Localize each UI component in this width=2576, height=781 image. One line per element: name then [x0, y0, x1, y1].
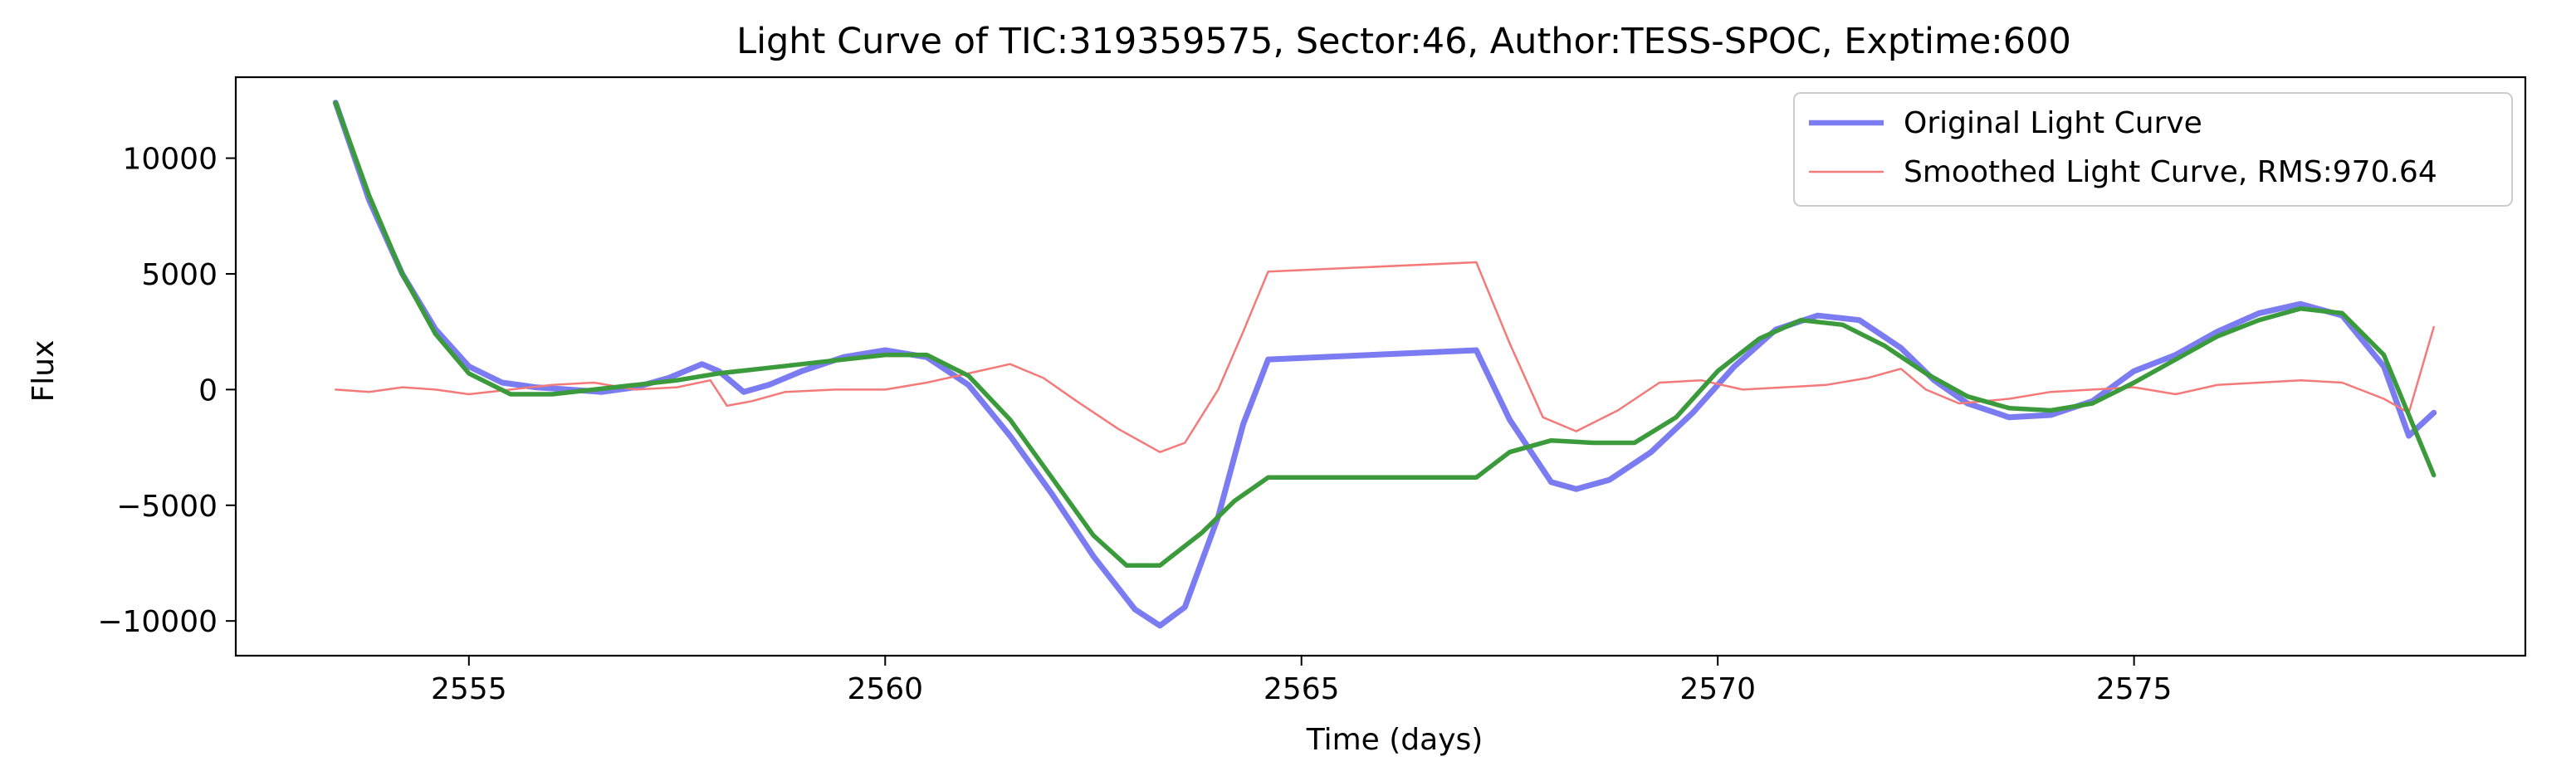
- y-tick-label: 10000: [122, 143, 218, 177]
- chart-title: Light Curve of TIC:319359575, Sector:46,…: [736, 21, 2071, 62]
- x-tick-label: 2575: [2096, 672, 2173, 706]
- x-tick-label: 2570: [1679, 672, 1756, 706]
- legend-label-smoothed: Smoothed Light Curve, RMS:970.64: [1904, 155, 2437, 189]
- y-axis-label: Flux: [27, 340, 61, 403]
- legend: Original Light Curve Smoothed Light Curv…: [1793, 92, 2513, 207]
- x-tick-label: 2560: [847, 672, 923, 706]
- series-line-fitted-model: [333, 100, 2437, 569]
- plot-area: [234, 76, 2527, 657]
- series-layer: [332, 100, 2437, 629]
- x-tick-label: 2565: [1264, 672, 1340, 706]
- legend-label-original: Original Light Curve: [1904, 106, 2202, 140]
- x-tick-label: 2555: [431, 672, 507, 706]
- x-axis-label: Time (days): [1306, 723, 1484, 757]
- x-axis-ticks: 2555 2560 2565 2570 2575: [431, 656, 2172, 706]
- legend-frame: [1793, 92, 2513, 207]
- series-line-smoothed-light-curve: [335, 261, 2435, 453]
- y-tick-label: −5000: [116, 490, 218, 524]
- plot-frame: [234, 76, 2527, 657]
- y-tick-label: 0: [198, 373, 218, 408]
- y-tick-label: 5000: [141, 258, 218, 292]
- y-axis-ticks: −10000 −5000 0 5000 10000: [97, 143, 236, 639]
- y-tick-label: −10000: [97, 605, 218, 639]
